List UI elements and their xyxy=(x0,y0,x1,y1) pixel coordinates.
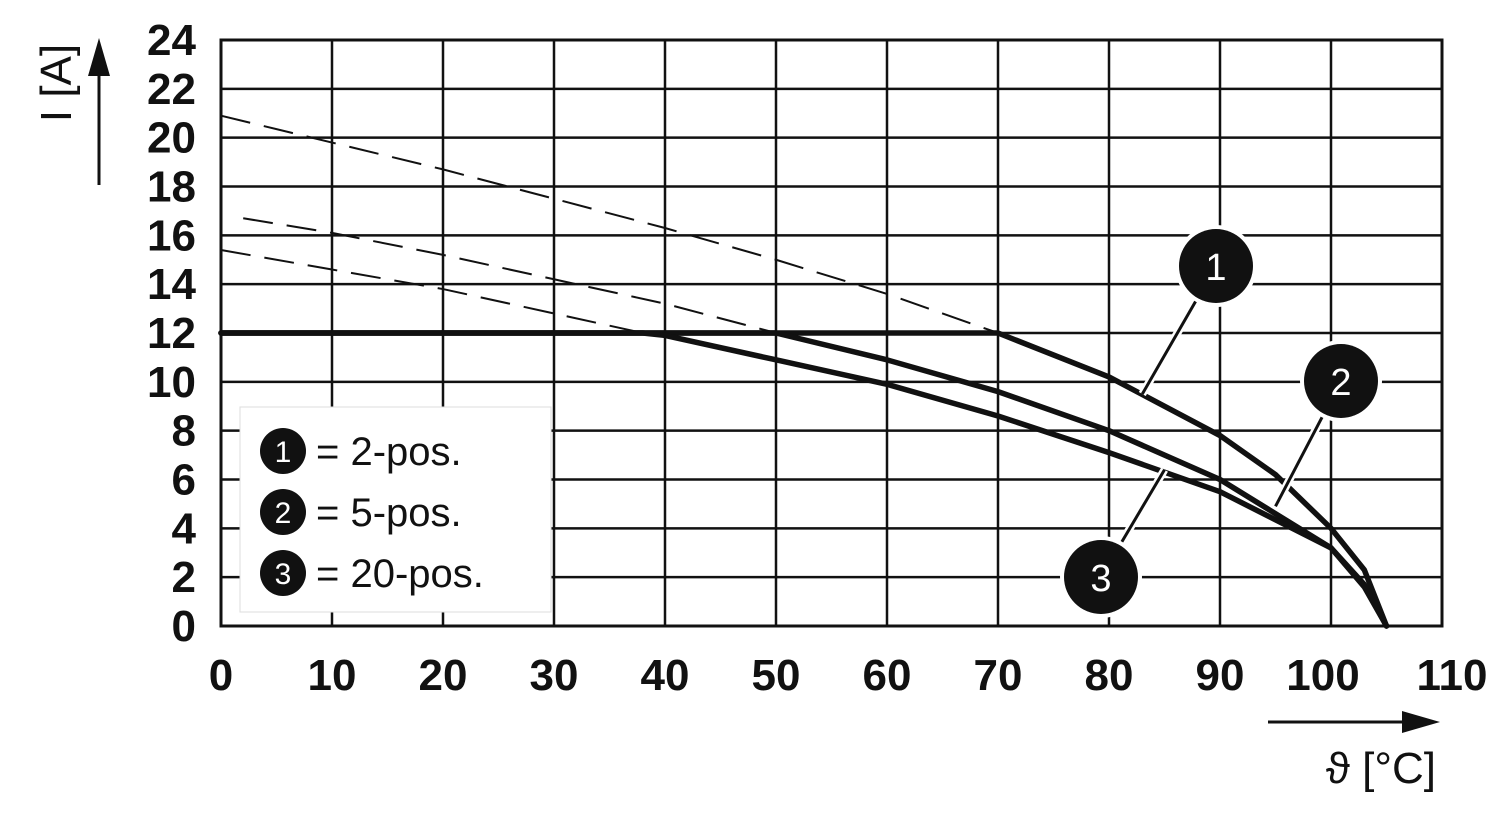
callout-badge-label: 2 xyxy=(1330,362,1351,404)
series-group xyxy=(218,114,1390,629)
callout-leader xyxy=(1274,415,1324,508)
x-tick-label: 110 xyxy=(1417,651,1488,700)
callout-badge xyxy=(1179,229,1253,303)
x-tick-label: 60 xyxy=(863,651,912,700)
callout-leader xyxy=(1141,299,1198,395)
legend-badge xyxy=(260,428,306,474)
legend-badge xyxy=(260,550,306,596)
y-tick-label: 6 xyxy=(172,456,196,505)
legend-badge-label: 3 xyxy=(275,558,292,591)
legend-label: = 5-pos. xyxy=(316,491,462,535)
callout-badge-label: 3 xyxy=(1090,558,1111,600)
legend-item: 2 = 5-pos. xyxy=(260,489,462,535)
callout-badge xyxy=(1304,344,1378,418)
series-extrapolation-3 xyxy=(220,248,644,334)
y-tick-label: 22 xyxy=(147,65,196,114)
y-tick-label: 14 xyxy=(147,260,196,309)
callout-2: 2 xyxy=(1271,340,1382,509)
series-line-3 xyxy=(218,330,1390,629)
callout-leader xyxy=(1120,468,1166,544)
y-axis-label: I [A] xyxy=(32,44,81,122)
x-tick-label: 10 xyxy=(308,651,357,700)
legend-badge-label: 1 xyxy=(275,436,292,469)
y-tick-label: 18 xyxy=(147,163,196,212)
legend-item: 1 = 2-pos. xyxy=(260,428,462,474)
y-tick-label: 16 xyxy=(147,211,196,260)
y-axis-arrow-icon xyxy=(88,38,110,76)
legend-label: = 2-pos. xyxy=(316,430,462,474)
series-extrapolation-2 xyxy=(243,217,777,334)
plot-frame xyxy=(219,38,1444,628)
y-tick-label: 12 xyxy=(147,309,196,358)
x-axis-label: ϑ [°C] xyxy=(1326,744,1436,793)
y-tick-label: 24 xyxy=(147,16,196,65)
x-tick-label: 70 xyxy=(974,651,1023,700)
legend-label: = 20-pos. xyxy=(316,552,484,596)
y-tick-label: 8 xyxy=(172,407,196,456)
x-tick-label: 90 xyxy=(1196,651,1245,700)
y-tick-label: 0 xyxy=(172,602,196,651)
callout-badge xyxy=(1064,540,1138,614)
x-tick-label: 30 xyxy=(530,651,579,700)
series-line-1 xyxy=(218,330,1390,629)
y-tick-label: 10 xyxy=(147,358,196,407)
legend-badge xyxy=(260,489,306,535)
y-tick-label: 4 xyxy=(172,504,197,553)
x-tick-label: 50 xyxy=(752,651,801,700)
legend-item: 3 = 20-pos. xyxy=(260,550,484,596)
legend: 1 = 2-pos. 2 = 5-pos. 3 = 20-pos. xyxy=(239,406,552,613)
y-tick-label: 20 xyxy=(147,114,196,163)
x-tick-label: 20 xyxy=(419,651,468,700)
x-axis-arrow-icon xyxy=(1402,711,1440,733)
legend-badge-label: 2 xyxy=(275,497,292,530)
x-tick-label: 40 xyxy=(641,651,690,700)
x-tick-label: 100 xyxy=(1286,651,1359,700)
x-tick-label: 0 xyxy=(209,651,233,700)
y-tick-label: 2 xyxy=(172,553,196,602)
callout-3: 3 xyxy=(1060,467,1168,618)
callout-badge-label: 1 xyxy=(1205,247,1226,289)
callout-1: 1 xyxy=(1138,225,1257,397)
x-tick-label: 80 xyxy=(1085,651,1134,700)
series-extrapolation-1 xyxy=(220,114,999,334)
